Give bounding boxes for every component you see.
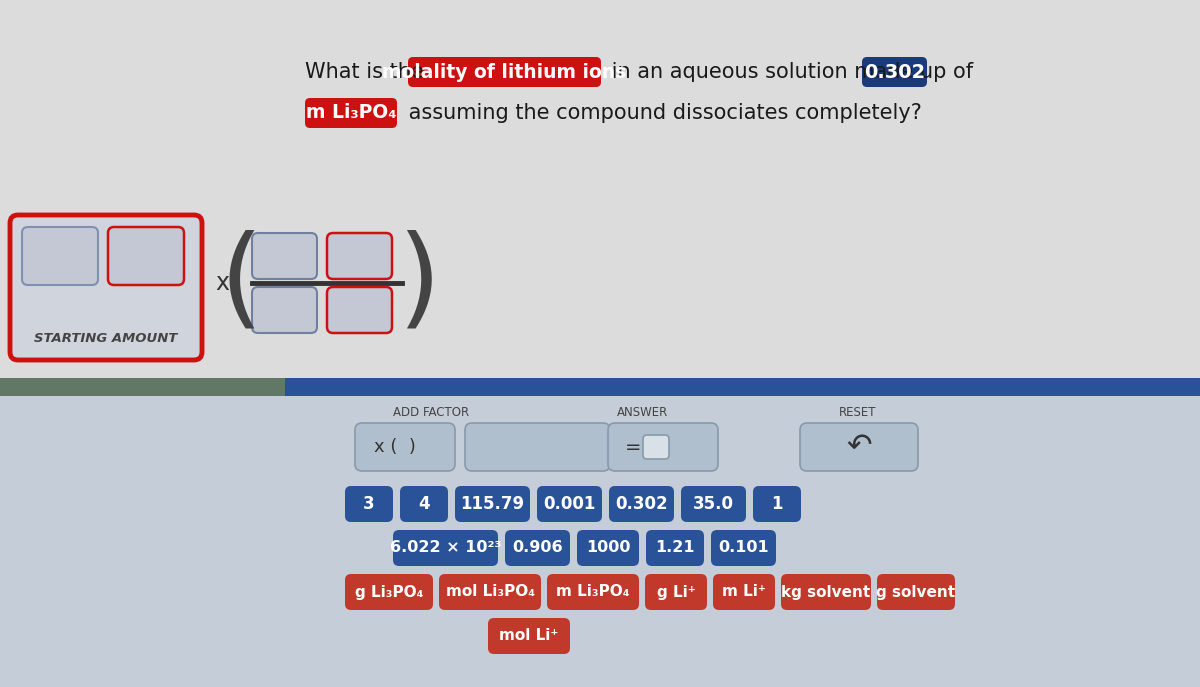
FancyBboxPatch shape (10, 215, 202, 360)
Text: 3: 3 (364, 495, 374, 513)
Text: What is the: What is the (305, 62, 431, 82)
Text: mol Li⁺: mol Li⁺ (499, 629, 559, 644)
Text: $($: $($ (218, 229, 256, 337)
FancyBboxPatch shape (305, 98, 397, 128)
Bar (0, 0, 1200, 390)
Text: 0.302: 0.302 (616, 495, 668, 513)
Text: STARTING AMOUNT: STARTING AMOUNT (35, 332, 178, 344)
Text: 1.21: 1.21 (655, 541, 695, 556)
Bar (0, 396, 1200, 687)
FancyBboxPatch shape (455, 486, 530, 522)
Bar (0, 378, 286, 396)
Text: m Li⁺: m Li⁺ (722, 585, 766, 600)
Text: kg solvent: kg solvent (781, 585, 871, 600)
FancyBboxPatch shape (326, 287, 392, 333)
Text: x: x (215, 271, 229, 295)
FancyBboxPatch shape (326, 233, 392, 279)
FancyBboxPatch shape (400, 486, 448, 522)
FancyBboxPatch shape (862, 57, 928, 87)
Text: RESET: RESET (839, 407, 877, 420)
FancyBboxPatch shape (346, 574, 433, 610)
FancyBboxPatch shape (252, 233, 317, 279)
Text: 1000: 1000 (586, 541, 630, 556)
Text: m Li₃PO₄: m Li₃PO₄ (306, 104, 396, 122)
FancyBboxPatch shape (682, 486, 746, 522)
FancyBboxPatch shape (108, 227, 184, 285)
FancyBboxPatch shape (877, 574, 955, 610)
Text: ↶: ↶ (846, 433, 871, 462)
Text: =: = (625, 438, 642, 456)
Text: m Li₃PO₄: m Li₃PO₄ (557, 585, 630, 600)
FancyBboxPatch shape (643, 435, 670, 459)
FancyBboxPatch shape (800, 423, 918, 471)
Text: 0.001: 0.001 (544, 495, 595, 513)
Text: g Li⁺: g Li⁺ (656, 585, 695, 600)
FancyBboxPatch shape (781, 574, 871, 610)
FancyBboxPatch shape (505, 530, 570, 566)
FancyBboxPatch shape (394, 530, 498, 566)
Text: $)$: $)$ (397, 229, 433, 337)
Text: 6.022 × 10²³: 6.022 × 10²³ (390, 541, 502, 556)
Text: ADD FACTOR: ADD FACTOR (394, 407, 469, 420)
FancyBboxPatch shape (608, 423, 718, 471)
FancyBboxPatch shape (547, 574, 640, 610)
FancyBboxPatch shape (22, 227, 98, 285)
FancyBboxPatch shape (610, 486, 674, 522)
Text: 4: 4 (418, 495, 430, 513)
Text: molality of lithium ions: molality of lithium ions (383, 63, 626, 82)
Text: g solvent: g solvent (876, 585, 955, 600)
FancyBboxPatch shape (488, 618, 570, 654)
Text: assuming the compound dissociates completely?: assuming the compound dissociates comple… (402, 103, 922, 123)
FancyBboxPatch shape (346, 486, 394, 522)
FancyBboxPatch shape (713, 574, 775, 610)
Text: 0.101: 0.101 (718, 541, 769, 556)
FancyBboxPatch shape (538, 486, 602, 522)
FancyBboxPatch shape (355, 423, 455, 471)
Bar (286, 378, 1200, 396)
Text: ANSWER: ANSWER (617, 407, 668, 420)
FancyBboxPatch shape (577, 530, 640, 566)
FancyBboxPatch shape (408, 57, 601, 87)
Text: 1: 1 (772, 495, 782, 513)
FancyBboxPatch shape (439, 574, 541, 610)
FancyBboxPatch shape (710, 530, 776, 566)
FancyBboxPatch shape (252, 287, 317, 333)
FancyBboxPatch shape (754, 486, 802, 522)
FancyBboxPatch shape (646, 574, 707, 610)
Text: mol Li₃PO₄: mol Li₃PO₄ (445, 585, 534, 600)
FancyBboxPatch shape (646, 530, 704, 566)
Text: 115.79: 115.79 (461, 495, 524, 513)
Text: 35.0: 35.0 (694, 495, 734, 513)
FancyBboxPatch shape (466, 423, 610, 471)
Text: 0.302: 0.302 (864, 63, 925, 82)
Text: in an aqueous solution made up of: in an aqueous solution made up of (605, 62, 979, 82)
Text: x (  ): x ( ) (374, 438, 416, 456)
Text: 0.906: 0.906 (512, 541, 563, 556)
Text: g Li₃PO₄: g Li₃PO₄ (355, 585, 424, 600)
